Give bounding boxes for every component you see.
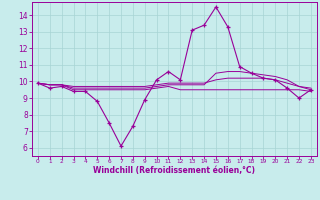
X-axis label: Windchill (Refroidissement éolien,°C): Windchill (Refroidissement éolien,°C): [93, 166, 255, 175]
